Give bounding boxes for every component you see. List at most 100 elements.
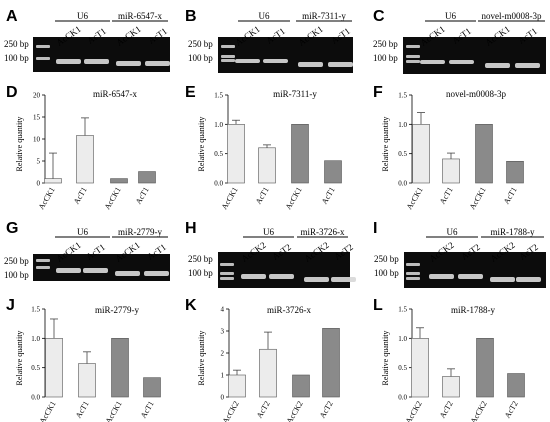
bar-chart-K: miR-3726-x 0 1 2 3 4 Relative quantity AcCK2 AcT… <box>197 305 340 422</box>
y-axis-label: Relative quantity <box>381 331 390 386</box>
bar <box>259 348 277 398</box>
x-tick-label: AcCK1 <box>37 186 57 212</box>
bar-chart-E: miR-7311-y 0.0 0.5 1.0 1.5 Relative quantity A… <box>197 89 342 211</box>
gel-band <box>328 62 353 67</box>
bar <box>507 373 525 398</box>
gel-group-label: miR-6547-x <box>118 11 162 21</box>
gel-group-label: miR-1788-y <box>491 227 535 237</box>
bar-chart-F: novel-m0008-3p 0.0 0.5 1.0 1.5 Relative quant… <box>381 89 524 211</box>
bar <box>411 338 429 398</box>
y-tick-label: 1.5 <box>398 306 407 314</box>
ladder-band <box>406 272 420 275</box>
ladder-band <box>36 45 50 48</box>
ladder-band <box>220 272 234 275</box>
bp-label-250: 250 bp <box>374 254 399 264</box>
bp-label-250: 250 bp <box>4 256 29 266</box>
x-tick-label: AcCK1 <box>284 186 304 212</box>
ladder-band <box>36 259 50 262</box>
x-tick-label: AcCK2 <box>285 400 305 422</box>
y-tick-label: 4 <box>221 306 225 314</box>
panel-label-E: E <box>185 84 196 101</box>
x-tick-label: AcT1 <box>72 186 89 206</box>
gel-band <box>84 59 109 64</box>
panel-label-L: L <box>373 297 383 314</box>
x-tick-label: AcCK1 <box>220 186 240 212</box>
gel-band <box>516 277 541 282</box>
gel-band <box>490 277 515 282</box>
ladder-band <box>406 45 420 48</box>
x-tick-label: AcCK2 <box>221 400 241 422</box>
x-tick-label: AcT1 <box>502 186 519 206</box>
y-axis-label: Relative quantity <box>197 117 206 172</box>
panel-label-G: G <box>6 220 18 237</box>
bar <box>110 178 128 184</box>
bp-label-100: 100 bp <box>374 268 399 278</box>
bar <box>78 363 96 398</box>
gel-band <box>56 268 81 273</box>
panel-label-D: D <box>6 84 18 101</box>
y-tick-label: 0.5 <box>214 150 223 158</box>
panel-label-C: C <box>373 8 385 25</box>
x-tick-label: AcCK1 <box>468 186 488 212</box>
gel-group-label: miR-2779-y <box>118 227 162 237</box>
gel-band <box>263 59 288 63</box>
y-tick-label: 0.0 <box>398 180 407 188</box>
gel-group-label: U6 <box>77 11 88 21</box>
y-tick-label: 0 <box>221 394 225 402</box>
chart-title: miR-6547-x <box>93 89 137 99</box>
x-tick-label: AcT1 <box>139 400 156 420</box>
y-tick-label: 0 <box>37 180 41 188</box>
y-tick-label: 0.0 <box>31 394 40 402</box>
y-tick-label: 0.5 <box>398 364 407 372</box>
x-tick-label: AcT1 <box>74 400 91 420</box>
x-tick-label: AcT1 <box>438 186 455 206</box>
ladder-band <box>36 266 50 269</box>
y-axis-label: Relative quantity <box>197 331 206 386</box>
bar <box>76 135 94 184</box>
gel-band <box>458 274 483 279</box>
y-tick-label: 0.5 <box>398 150 407 158</box>
bp-label-100: 100 bp <box>188 53 213 63</box>
gel-image <box>33 254 170 281</box>
gel-group-label: miR-7311-y <box>302 11 346 21</box>
ladder-band <box>221 55 235 58</box>
bar <box>324 160 342 184</box>
y-tick-label: 0.0 <box>398 394 407 402</box>
gel-band <box>83 268 108 273</box>
gel-group-label: U6 <box>259 11 270 21</box>
bar <box>44 178 62 184</box>
bar <box>138 171 156 184</box>
panel-label-A: A <box>6 8 18 25</box>
gel-group-label: U6 <box>77 227 88 237</box>
bar <box>412 124 430 184</box>
gel-group-label: U6 <box>263 227 274 237</box>
gel-band <box>115 271 140 276</box>
ladder-band <box>406 263 420 266</box>
x-tick-label: AcCK1 <box>38 400 58 422</box>
x-tick-label: AcT2 <box>318 400 335 420</box>
bp-label-250: 250 bp <box>188 39 213 49</box>
bar <box>258 147 276 184</box>
x-tick-label: AcT1 <box>320 186 337 206</box>
bp-label-100: 100 bp <box>373 53 398 63</box>
y-tick-label: 1.5 <box>31 306 40 314</box>
gel-band <box>331 277 356 282</box>
ladder-band <box>221 45 235 48</box>
ladder-band <box>406 55 420 58</box>
panel-label-B: B <box>185 8 197 25</box>
gel-group-label: novel-m0008-3p <box>482 11 542 21</box>
bar <box>228 374 246 398</box>
x-tick-label: AcT2 <box>438 400 455 420</box>
gel-band <box>241 274 266 279</box>
bar <box>322 328 340 398</box>
bar <box>227 124 245 184</box>
y-tick-label: 5 <box>37 158 41 166</box>
chart-title: miR-1788-y <box>451 305 495 315</box>
ladder-band <box>406 60 420 63</box>
bar <box>476 338 494 398</box>
bp-label-250: 250 bp <box>4 39 29 49</box>
ladder-band <box>220 263 234 266</box>
